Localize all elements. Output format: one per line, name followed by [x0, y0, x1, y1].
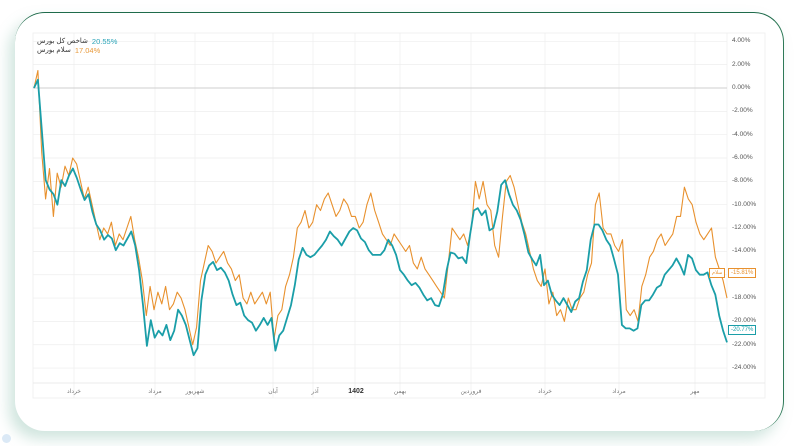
orange-series-tag: سلام: [709, 268, 726, 278]
y-tick-label: -18.00%: [732, 294, 757, 302]
x-tick-label: خرداد: [537, 389, 553, 395]
plot-frame: [32, 32, 766, 399]
y-tick-label: -4.00%: [732, 130, 753, 138]
legend-value: 17.04%: [74, 46, 101, 55]
y-tick-label: -12.00%: [732, 224, 757, 232]
x-tick-label: 1402: [348, 388, 364, 395]
chart-card: [15, 12, 784, 431]
legend: شاخص کل بورس 20.55% سلام بورس 17.04%: [37, 37, 117, 55]
y-tick-label: -20.00%: [732, 317, 757, 325]
salam-bourse-line[interactable]: [33, 69, 728, 346]
legend-label: سلام بورس: [37, 47, 71, 54]
x-tick-label: مرداد: [148, 389, 162, 395]
x-tick-label: آذر: [311, 389, 319, 395]
legend-value: 20.55%: [91, 37, 118, 46]
y-tick-label: -22.00%: [732, 340, 757, 348]
x-tick-label: بهمن: [393, 389, 407, 395]
x-tick-label: فروردین: [460, 389, 482, 395]
y-tick-label: 0.00%: [732, 84, 751, 91]
y-tick-label: -10.00%: [732, 200, 757, 208]
x-tick-label: مهر: [690, 389, 700, 395]
y-tick-label: -14.00%: [732, 247, 757, 255]
total-index-line[interactable]: [33, 78, 728, 357]
legend-item-salam[interactable]: سلام بورس 17.04%: [37, 46, 117, 55]
y-tick-label: 2.00%: [732, 60, 751, 68]
y-tick-label: -6.00%: [732, 154, 753, 162]
legend-label: شاخص کل بورس: [37, 38, 88, 45]
y-tick-label: -2.00%: [732, 107, 753, 115]
teal-last-value: -20.77%: [728, 325, 757, 335]
legend-item-total-index[interactable]: شاخص کل بورس 20.55%: [37, 37, 117, 46]
y-tick-label: -24.00%: [732, 364, 757, 372]
y-tick-label: 4.00%: [732, 37, 751, 45]
x-tick-label: شهریور: [185, 389, 205, 395]
floating-help-icon[interactable]: [2, 434, 11, 443]
orange-last-value: -15.81%: [728, 268, 757, 278]
x-tick-label: مرداد: [612, 389, 626, 395]
x-tick-label: خرداد: [66, 389, 82, 395]
x-tick-label: آبان: [268, 389, 278, 395]
y-tick-label: -8.00%: [732, 177, 753, 185]
